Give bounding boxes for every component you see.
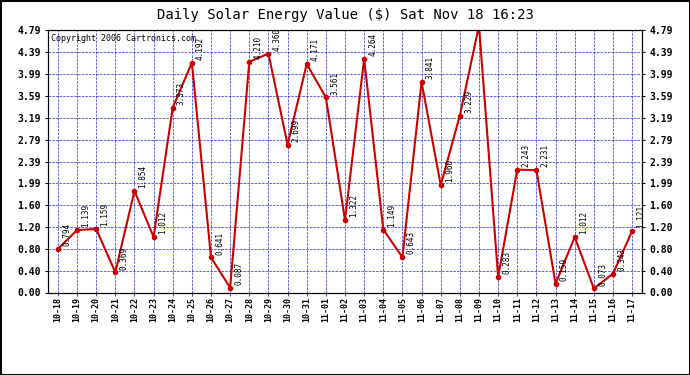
Text: 0.794: 0.794	[62, 223, 71, 246]
Text: Copyright 2006 Cartronics.com: Copyright 2006 Cartronics.com	[51, 34, 196, 43]
Text: 1.012: 1.012	[158, 211, 167, 234]
Text: 4.872: 4.872	[0, 374, 1, 375]
Text: 1.322: 1.322	[349, 194, 358, 217]
Text: 4.360: 4.360	[273, 28, 282, 51]
Text: 0.087: 0.087	[235, 262, 244, 285]
Text: 2.699: 2.699	[292, 119, 301, 142]
Text: Daily Solar Energy Value ($) Sat Nov 18 16:23: Daily Solar Energy Value ($) Sat Nov 18 …	[157, 8, 533, 21]
Text: 3.229: 3.229	[464, 90, 473, 113]
Text: 1.139: 1.139	[81, 204, 90, 227]
Text: 4.192: 4.192	[196, 37, 205, 60]
Text: 4.171: 4.171	[311, 38, 320, 61]
Text: 3.841: 3.841	[426, 56, 435, 79]
Text: 3.561: 3.561	[330, 72, 339, 94]
Text: 2.243: 2.243	[522, 144, 531, 167]
Text: 0.643: 0.643	[406, 231, 415, 255]
Text: 0.283: 0.283	[502, 251, 511, 274]
Text: 3.373: 3.373	[177, 82, 186, 105]
Text: 1.149: 1.149	[388, 204, 397, 227]
Text: 1.854: 1.854	[139, 165, 148, 188]
Text: 1.960: 1.960	[445, 159, 454, 182]
Text: 0.641: 0.641	[215, 231, 224, 255]
Text: 0.159: 0.159	[560, 258, 569, 281]
Text: 1.121: 1.121	[636, 205, 645, 228]
Text: 0.369: 0.369	[119, 246, 128, 270]
Text: 1.159: 1.159	[100, 203, 109, 226]
Text: 4.264: 4.264	[368, 33, 377, 56]
Text: 2.231: 2.231	[540, 144, 550, 168]
Text: 4.210: 4.210	[253, 36, 262, 59]
Text: 0.343: 0.343	[617, 248, 626, 271]
Text: 0.073: 0.073	[598, 262, 607, 286]
Text: 1.012: 1.012	[579, 211, 588, 234]
